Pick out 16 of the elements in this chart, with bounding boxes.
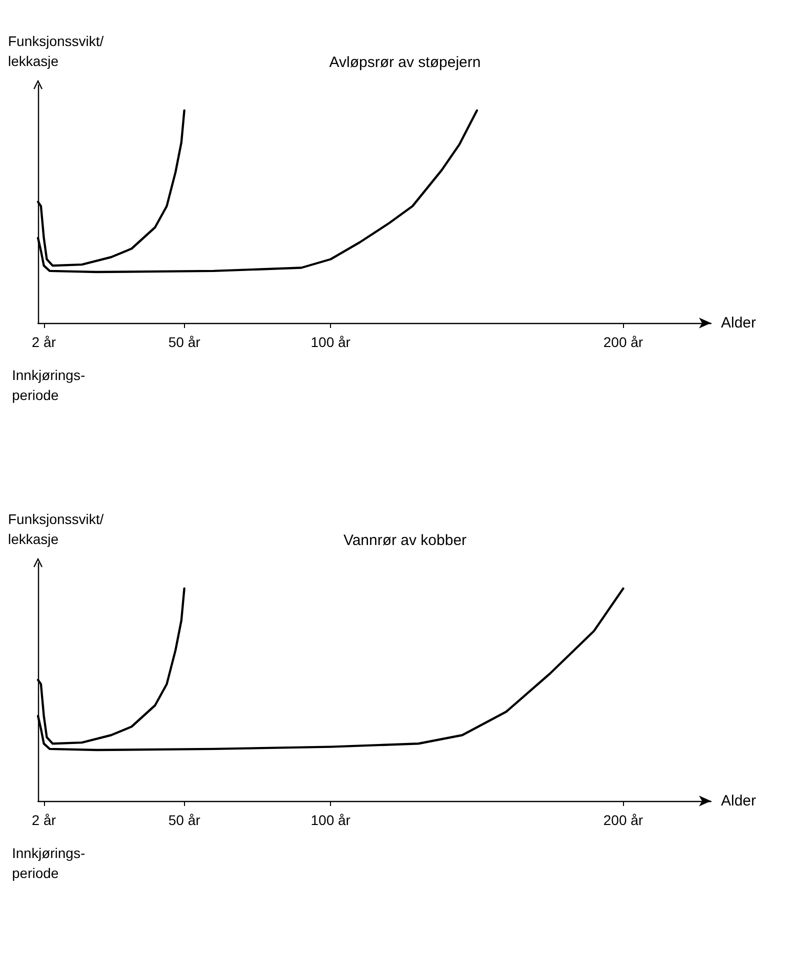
chart-title: Avløpsrør av støpejern (329, 54, 481, 71)
x-axis-title: Alder (721, 792, 756, 810)
x-tick-label: 50 år (168, 334, 201, 350)
x-tick-label: 2 år (32, 334, 56, 350)
y-axis-title: Funksjonssvikt/ lekkasje (8, 511, 104, 547)
chart-title: Vannrør av kobber (343, 532, 467, 549)
x-axis-title: Alder (721, 314, 756, 332)
text: Innkjørings- periode (12, 845, 86, 881)
x-tick-label: 100 år (310, 334, 351, 350)
x-tick-label: 100 år (310, 812, 351, 828)
x-tick-label: 50 år (168, 812, 201, 828)
x-tick-label: 200 år (603, 812, 644, 828)
x-tick-label: 200 år (603, 334, 644, 350)
y-axis-title: Funksjonssvikt/ lekkasje (8, 33, 104, 69)
text: Innkjørings- periode (12, 367, 86, 403)
x-tick-label: 2 år (32, 812, 56, 828)
